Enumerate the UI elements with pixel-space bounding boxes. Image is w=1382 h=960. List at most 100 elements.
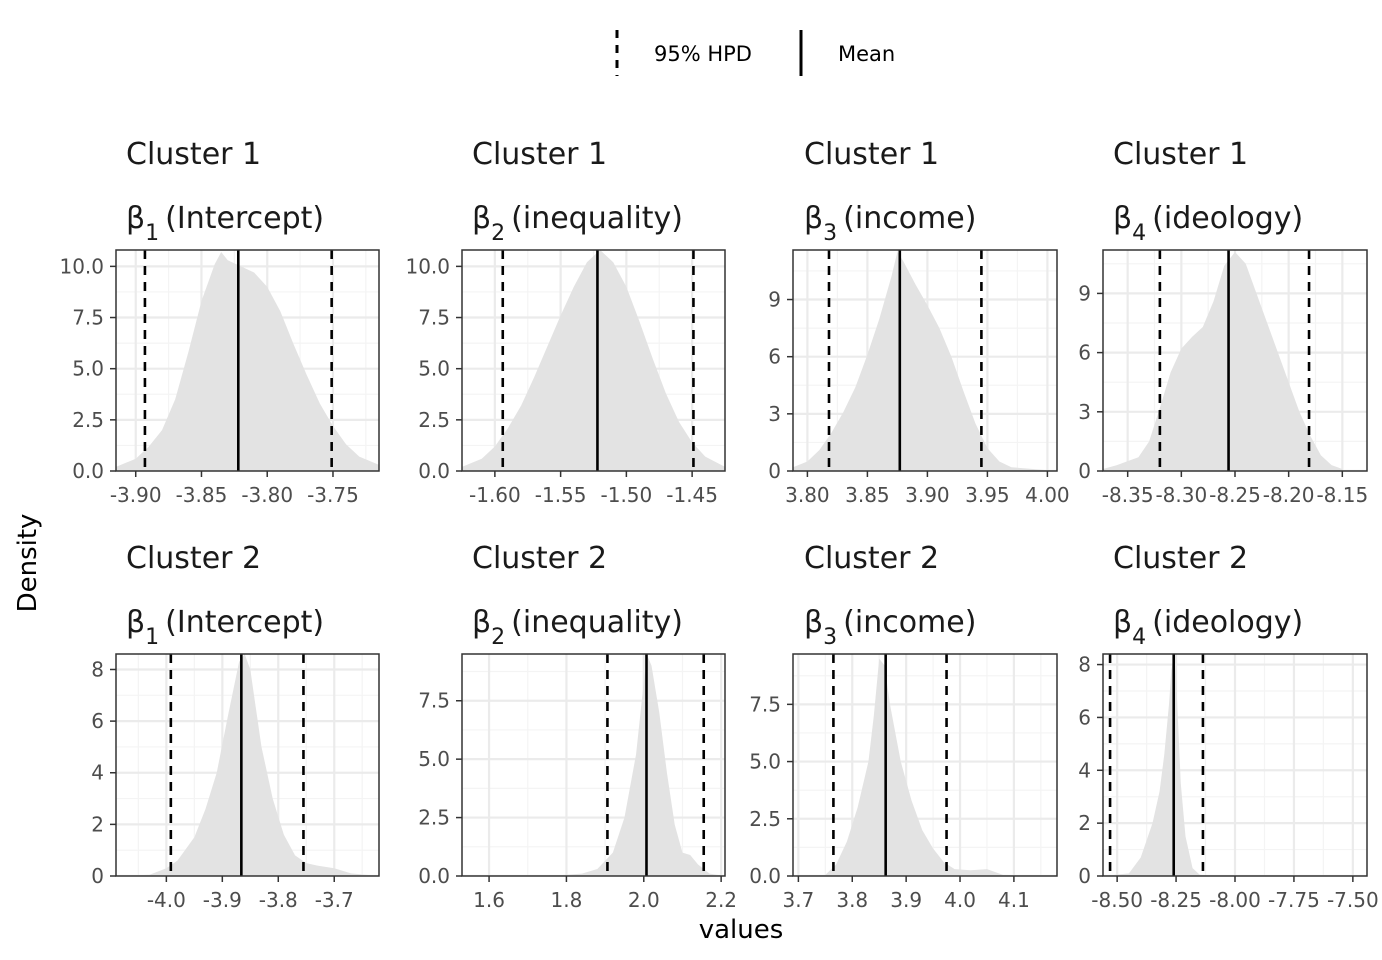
density-area — [1103, 656, 1367, 876]
param-label: (inequality) — [511, 605, 683, 640]
panel: Cluster 1 β2 (inequality) -1.60 -1.55 -1.50 -1… — [405, 137, 726, 507]
x-tick-label: 3.7 — [782, 888, 814, 912]
density-area — [462, 250, 725, 471]
panel: Cluster 1 β4 (ideology) -8.35 -8.30 -8.25 -8.2… — [1078, 137, 1368, 507]
legend-label: 95% HPD — [654, 42, 752, 66]
panel: Cluster 1 β1 (Intercept) -3.90 -3.85 -3.80 -3.… — [59, 137, 380, 507]
grid — [793, 250, 1057, 471]
y-tick-label: 0 — [1078, 864, 1091, 888]
y-tick-label: 7.5 — [418, 306, 450, 330]
y-tick-label: 5.0 — [72, 357, 104, 381]
panel-title: Cluster 2 — [126, 541, 261, 576]
panel: Cluster 2β4 (ideology)-8.50 -8.25 -8.00 -7.7… — [1078, 541, 1378, 912]
panel: Cluster 2 β1 (Intercept) -4.0 -3.9 -3.8 -3.7 0 2… — [91, 541, 380, 912]
y-tick-label: 7.5 — [72, 306, 104, 330]
y-tick-label: 0 — [768, 459, 781, 483]
y-tick-label: 8 — [1078, 653, 1091, 677]
panel: Cluster 2 β2 (inequality) 1.6 1.8 2.0 2.2 0.0 2.… — [418, 541, 737, 912]
y-tick-label: 7.5 — [418, 689, 450, 713]
x-tick-label: -8.15 — [1316, 483, 1368, 507]
panel-border — [115, 249, 380, 472]
y-tick-label: 3 — [1078, 400, 1091, 424]
x-tick-label: 3.95 — [965, 483, 1010, 507]
y-tick-label: 5.0 — [418, 357, 450, 381]
x-tick-label: 3.90 — [905, 483, 950, 507]
density-area — [116, 654, 379, 876]
x-tick-label: 4.0 — [944, 888, 976, 912]
panel-border — [461, 249, 726, 472]
x-tick-label: -4.0 — [147, 888, 186, 912]
panel-param: β1 (Intercept) — [126, 605, 324, 650]
param-symbol: β — [126, 201, 145, 236]
y-tick-label: 6 — [768, 345, 781, 369]
param-symbol: β — [126, 605, 145, 640]
x-tick-label: -3.90 — [110, 483, 162, 507]
legend: 95% HPD Mean — [615, 30, 895, 76]
y-tick-label: 6 — [1078, 705, 1091, 729]
panel-title: Cluster 1 — [126, 137, 261, 172]
density-area — [793, 658, 1057, 876]
x-tick-label: -1.55 — [535, 483, 587, 507]
y-tick-label: 5.0 — [418, 747, 450, 771]
density-area — [1103, 251, 1343, 471]
param-label: (Intercept) — [165, 201, 324, 236]
panel-param: β2 (inequality) — [472, 201, 683, 246]
y-tick-label: 4 — [1078, 758, 1091, 782]
param-label: (ideology) — [1152, 605, 1303, 640]
param-symbol: β — [1113, 605, 1132, 640]
x-tick-label: 3.80 — [785, 483, 830, 507]
x-tick-label: -3.9 — [203, 888, 242, 912]
x-tick-label: 2.0 — [628, 888, 660, 912]
grid — [793, 654, 1057, 876]
panel-param: β1 (Intercept) — [126, 201, 324, 246]
param-symbol: β — [804, 605, 823, 640]
y-tick-label: 2.5 — [72, 408, 104, 432]
panel-param: β3 (income) — [804, 605, 976, 650]
param-subscript: 3 — [823, 625, 837, 650]
panel-param: β4 (ideology) — [1113, 605, 1303, 650]
y-tick-label: 2 — [91, 812, 104, 836]
param-label: (Intercept) — [165, 605, 324, 640]
x-tick-label: 1.8 — [551, 888, 583, 912]
x-tick-label: -8.25 — [1209, 483, 1261, 507]
x-tick-label: 3.8 — [836, 888, 868, 912]
density-area — [462, 656, 725, 876]
density-area — [793, 251, 1057, 471]
y-tick-label: 0 — [1078, 459, 1091, 483]
param-symbol: β — [472, 201, 491, 236]
y-tick-label: 0 — [91, 864, 104, 888]
grid — [1103, 654, 1367, 876]
legend-label: Mean — [838, 42, 895, 66]
panel-background — [462, 654, 725, 876]
y-tick-label: 7.5 — [749, 692, 781, 716]
panel-border — [792, 249, 1058, 472]
y-tick-label: 10.0 — [405, 254, 450, 278]
param-symbol: β — [804, 201, 823, 236]
param-subscript: 1 — [145, 625, 159, 650]
x-tick-label: -3.8 — [259, 888, 298, 912]
grid — [462, 250, 725, 471]
y-tick-label: 10.0 — [59, 254, 104, 278]
param-label: (ideology) — [1152, 201, 1303, 236]
x-tick-label: -8.25 — [1150, 888, 1202, 912]
y-tick-label: 0.0 — [418, 864, 450, 888]
panel-title: Cluster 1 — [1113, 137, 1248, 172]
panel: Cluster 1β3 (income)3.80 3.85 3.90 3.95 4.000… — [768, 137, 1069, 507]
x-axis-title: values — [699, 915, 784, 945]
y-tick-label: 2.5 — [418, 806, 450, 830]
x-tick-label: -1.45 — [666, 483, 718, 507]
x-tick-label: -1.60 — [469, 483, 521, 507]
x-tick-label: -3.7 — [315, 888, 354, 912]
x-tick-label: -8.20 — [1263, 483, 1315, 507]
x-tick-label: 3.85 — [845, 483, 890, 507]
y-tick-label: 9 — [768, 288, 781, 312]
panel: Cluster 2 β3 (income) 3.7 3.8 3.9 4.0 4.1 0.0 2.5… — [749, 541, 1058, 912]
x-tick-label: 1.6 — [473, 888, 505, 912]
param-subscript: 2 — [491, 625, 505, 650]
panel-param: β3 (income) — [804, 201, 976, 246]
param-label: (income) — [843, 201, 976, 236]
param-subscript: 2 — [491, 221, 505, 246]
param-subscript: 4 — [1132, 221, 1146, 246]
x-tick-label: -7.50 — [1327, 888, 1379, 912]
